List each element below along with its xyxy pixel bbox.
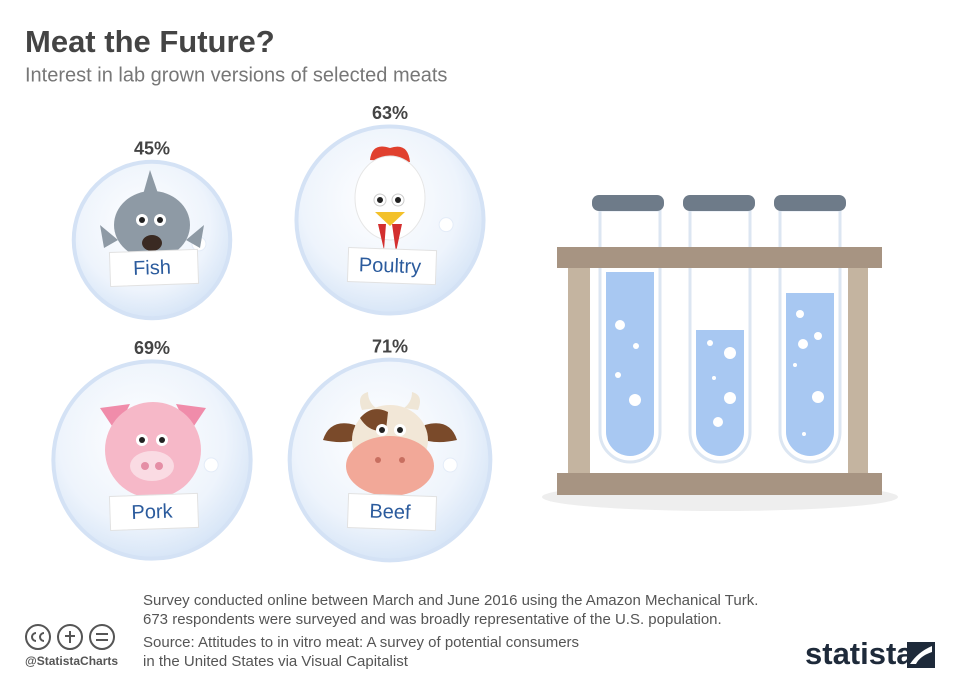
beef-icon	[323, 392, 457, 496]
bubble-highlight	[203, 457, 219, 473]
category-tag: Beef	[346, 493, 438, 532]
note: 673 respondents were surveyed and was br…	[143, 611, 722, 628]
handle: @StatistaCharts	[25, 654, 118, 668]
value-label: 63%	[372, 103, 408, 123]
fish-icon	[100, 170, 204, 259]
category-label: Fish	[133, 257, 172, 280]
tag-box	[108, 248, 200, 287]
value-label: 69%	[134, 338, 170, 358]
value-label: 45%	[134, 139, 170, 159]
source: in the United States via Visual Capitali…	[143, 653, 409, 670]
poultry-icon	[354, 146, 426, 252]
test-tube-rack	[542, 195, 898, 511]
note: Survey conducted online between March an…	[143, 592, 758, 609]
pork-icon	[100, 402, 206, 498]
license-icons	[25, 624, 115, 650]
category-tag: Poultry	[346, 247, 438, 286]
category-label: Poultry	[359, 254, 422, 278]
title: Meat the Future?	[25, 24, 275, 59]
bubble-highlight	[442, 457, 458, 473]
brand: statista	[805, 636, 914, 671]
tag-box	[346, 247, 438, 286]
category-label: Pork	[131, 501, 174, 524]
category-tag: Fish	[108, 248, 200, 287]
value-label: 71%	[372, 336, 408, 356]
category-tag: Pork	[108, 492, 200, 531]
brand-logo	[907, 642, 935, 668]
bubble-highlight	[438, 217, 454, 233]
subtitle: Interest in lab grown versions of select…	[25, 64, 447, 86]
source: Source: Attitudes to in vitro meat: A su…	[143, 634, 579, 651]
tag-box	[108, 492, 200, 531]
tag-box	[346, 493, 438, 532]
category-label: Beef	[369, 501, 411, 524]
